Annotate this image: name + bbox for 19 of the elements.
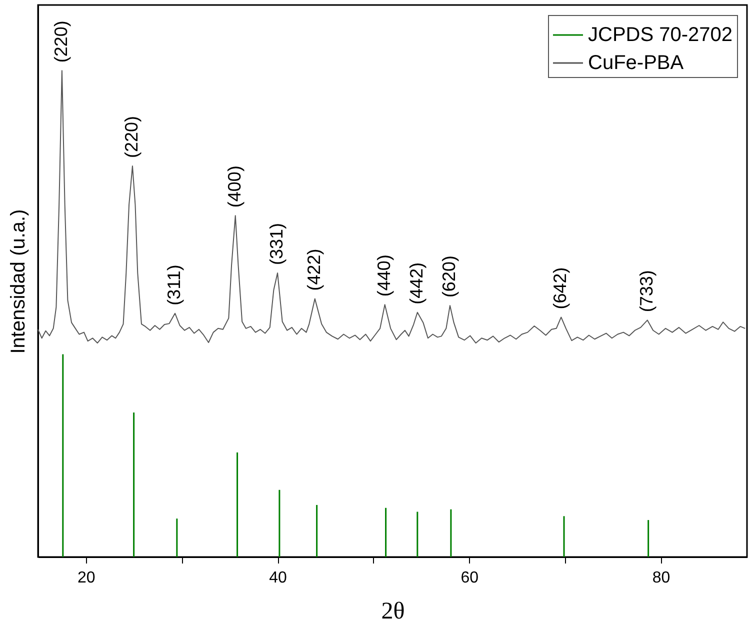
y-axis-title: Intensidad (u.a.)	[8, 209, 30, 354]
annotation: (220)	[121, 116, 142, 158]
annotation: (620)	[438, 256, 459, 298]
annotation: (440)	[374, 254, 394, 297]
annotation: (422)	[304, 248, 324, 291]
x-axis-title: 2θ	[381, 598, 405, 624]
annotation: (642)	[550, 267, 570, 310]
annotation: (733)	[636, 270, 656, 312]
x-tick-label: 80	[652, 570, 670, 586]
annotation: (311)	[164, 264, 184, 306]
legend-label: CuFe-PBA	[588, 52, 684, 74]
legend-label: JCPDS 70-2702	[588, 24, 733, 46]
annotation: (442)	[406, 262, 426, 304]
x-tick-label: 60	[460, 570, 479, 586]
annotation: (220)	[50, 20, 71, 63]
x-tick-label: 40	[269, 570, 288, 586]
annotation: (331)	[266, 222, 287, 265]
annotation: (400)	[224, 166, 244, 208]
x-tick-label: 20	[78, 570, 96, 586]
